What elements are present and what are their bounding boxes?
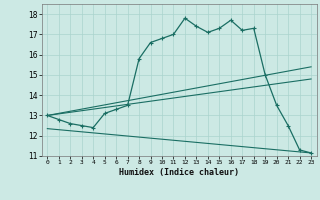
X-axis label: Humidex (Indice chaleur): Humidex (Indice chaleur) [119,168,239,177]
